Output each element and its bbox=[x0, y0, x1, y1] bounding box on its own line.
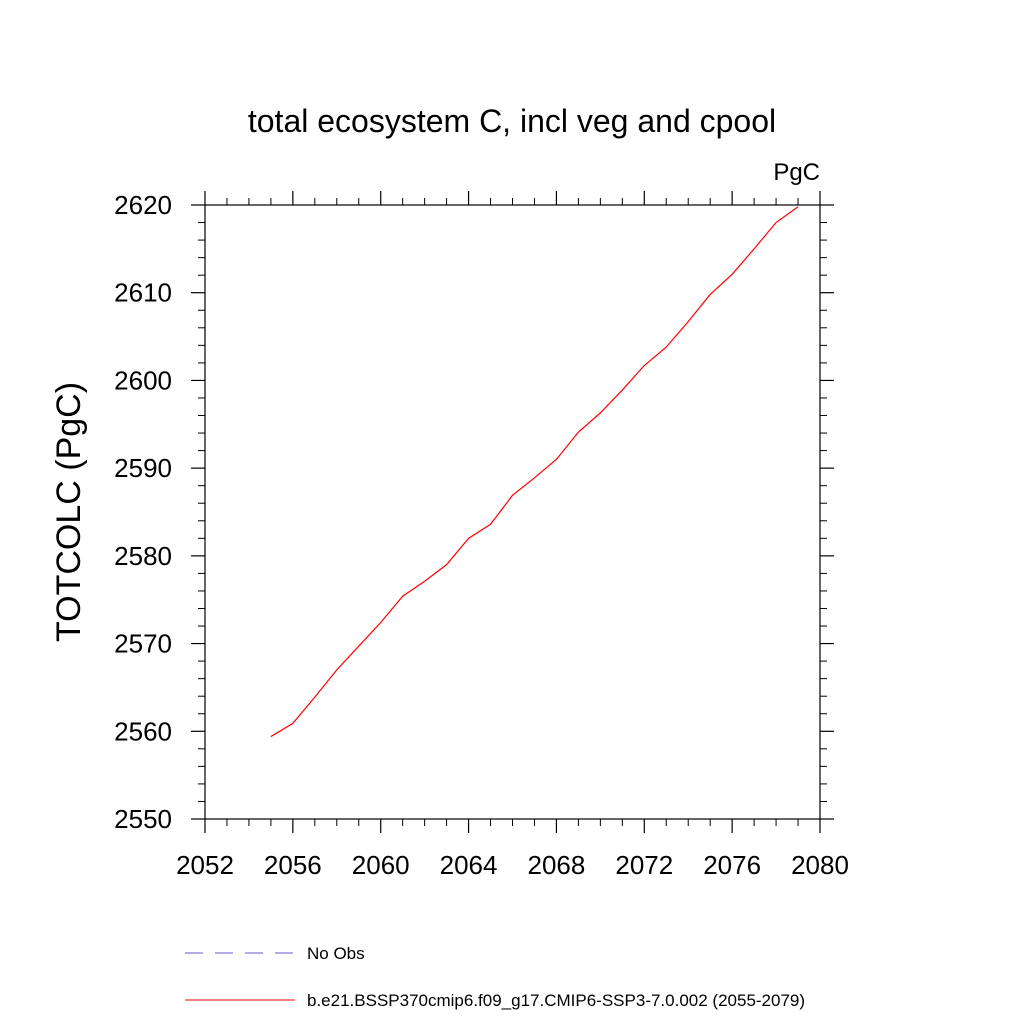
y-tick-label: 2550 bbox=[114, 804, 172, 834]
x-tick-label: 2056 bbox=[264, 850, 322, 880]
legend-label-model-run: b.e21.BSSP370cmip6.f09_g17.CMIP6-SSP3-7.… bbox=[307, 991, 805, 1010]
y-tick-label: 2620 bbox=[114, 190, 172, 220]
y-tick-label: 2590 bbox=[114, 453, 172, 483]
legend: No Obs b.e21.BSSP370cmip6.f09_g17.CMIP6-… bbox=[185, 944, 805, 1010]
x-tick-label: 2080 bbox=[791, 850, 849, 880]
x-tick-label: 2052 bbox=[176, 850, 234, 880]
legend-label-no-obs: No Obs bbox=[307, 944, 365, 963]
series-line bbox=[270, 206, 799, 738]
y-tick-label: 2610 bbox=[114, 278, 172, 308]
axis-ticks bbox=[191, 191, 834, 833]
series-layer bbox=[270, 206, 799, 738]
x-tick-label: 2060 bbox=[352, 850, 410, 880]
y-tick-label: 2570 bbox=[114, 629, 172, 659]
tick-labels: 2052 2056 2060 2064 2068 2072 2076 2080 2550 2560… bbox=[114, 190, 849, 880]
chart-title: total ecosystem C, incl veg and cpool bbox=[248, 103, 776, 139]
x-tick-label: 2072 bbox=[615, 850, 673, 880]
y-tick-label: 2600 bbox=[114, 365, 172, 395]
y-tick-label: 2560 bbox=[114, 716, 172, 746]
plot-frame bbox=[204, 204, 821, 820]
x-tick-label: 2068 bbox=[528, 850, 586, 880]
y-tick-label: 2580 bbox=[114, 541, 172, 571]
y-axis-label: TOTCOLC (PgC) bbox=[50, 382, 88, 642]
x-tick-label: 2076 bbox=[703, 850, 761, 880]
units-label: PgC bbox=[773, 159, 820, 186]
x-tick-label: 2064 bbox=[440, 850, 498, 880]
